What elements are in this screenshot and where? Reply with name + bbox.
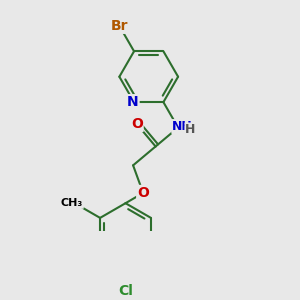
Text: O: O — [137, 186, 149, 200]
Text: N: N — [127, 95, 139, 109]
Text: O: O — [131, 117, 143, 131]
Text: H: H — [185, 123, 196, 136]
Text: NH: NH — [172, 120, 193, 133]
Text: Br: Br — [111, 19, 128, 33]
Text: Cl: Cl — [118, 284, 133, 298]
Text: CH₃: CH₃ — [61, 198, 83, 208]
